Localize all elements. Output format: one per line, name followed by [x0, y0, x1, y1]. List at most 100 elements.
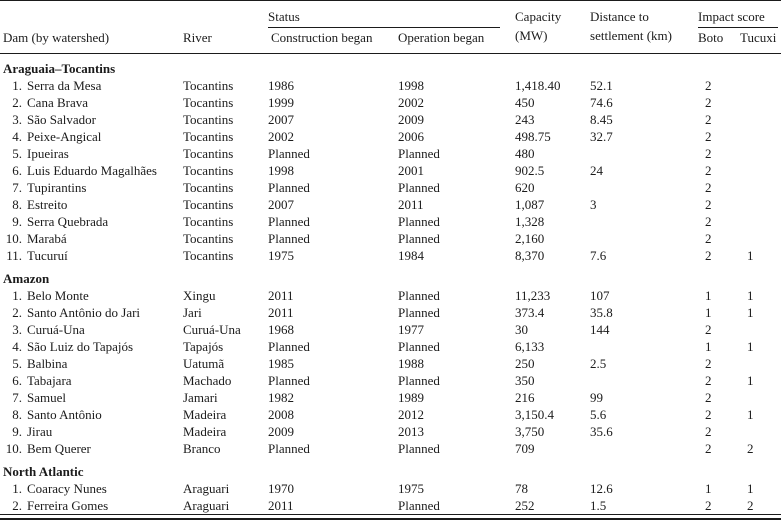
capacity-cell: 250	[515, 356, 535, 371]
tucuxi-score-cell: 1	[747, 373, 754, 388]
table-row: 9. Serra Quebrada Tocantins Planned Planned 1…	[0, 213, 781, 230]
river-cell: Tocantins	[183, 214, 234, 229]
operation-began-cell: 1984	[398, 248, 424, 263]
dam-cell: 2. Cana Brava	[0, 94, 183, 111]
row-number: 10.	[5, 231, 22, 246]
dam-name: Tupirantins	[27, 180, 87, 195]
dam-name: Jirau	[27, 424, 53, 439]
dam-cell: 2. Ferreira Gomes	[0, 497, 183, 514]
boto-score-cell: 2	[705, 163, 712, 178]
impact-score-group-label: Impact score	[698, 7, 779, 28]
river-cell: Madeira	[183, 407, 227, 422]
tucuxi-score-cell	[740, 179, 781, 196]
dam-name: Cana Brava	[27, 95, 89, 110]
distance-cell: 3	[590, 197, 597, 212]
capacity-cell: 8,370	[515, 248, 545, 263]
column-group-impact-score: Impact score	[698, 1, 781, 28]
dam-cell: 8. Santo Antônio	[0, 406, 183, 423]
tucuxi-score-cell	[740, 94, 781, 111]
table-row: 11. Tucuruí Tocantins 1975 1984 8,370 7.6 2 1	[0, 247, 781, 264]
river-cell: Xingu	[183, 288, 216, 303]
dam-name: Estreito	[27, 197, 68, 212]
table-row: 5. Balbina Uatumã 1985 1988 250 2.5 2	[0, 355, 781, 372]
capacity-cell: 3,150.4	[515, 407, 555, 422]
river-cell: Tocantins	[183, 78, 234, 93]
row-number: 2.	[12, 95, 22, 110]
dam-impact-table: Dam (by watershed) River Status Capacity…	[0, 0, 781, 515]
row-number: 8.	[12, 197, 22, 212]
row-number: 1.	[12, 288, 22, 303]
construction-began-cell: 2002	[268, 129, 294, 144]
tucuxi-score-cell: 2	[747, 441, 754, 456]
capacity-cell: 11,233	[515, 288, 551, 303]
capacity-cell: 450	[515, 95, 535, 110]
boto-score-cell: 2	[705, 180, 712, 195]
status-group-label: Status	[268, 7, 501, 28]
distance-cell: 5.6	[590, 407, 607, 422]
capacity-cell: 1,418.40	[515, 78, 561, 93]
tucuxi-score-cell: 1	[747, 407, 754, 422]
dam-name: Bem Querer	[27, 441, 91, 456]
river-cell: Curuá-Una	[183, 322, 241, 337]
distance-cell: 7.6	[590, 248, 607, 263]
capacity-cell: 6,133	[515, 339, 545, 354]
dam-cell: 2. Santo Antônio do Jari	[0, 304, 183, 321]
distance-cell: 99	[590, 390, 604, 405]
bottom-rule-thick	[0, 518, 781, 520]
dam-cell: 1. Coaracy Nunes	[0, 480, 183, 497]
table-row: 4. Peixe-Angical Tocantins 2002 2006 498.75 32…	[0, 128, 781, 145]
row-number: 4.	[12, 339, 22, 354]
dam-cell: 7. Samuel	[0, 389, 183, 406]
construction-began-cell: 2007	[268, 197, 294, 212]
construction-began-cell: Planned	[268, 214, 310, 229]
table-row: 6. Tabajara Machado Planned Planned 350 2 1	[0, 372, 781, 389]
capacity-label-line1: Capacity	[515, 9, 562, 24]
river-cell: Tocantins	[183, 163, 234, 178]
column-header-construction-began: Construction began	[268, 28, 398, 54]
distance-cell: 35.6	[590, 424, 613, 439]
table-row: 10. Marabá Tocantins Planned Planned 2,160 2	[0, 230, 781, 247]
watershed-section-title: Araguaia–Tocantins	[3, 61, 116, 76]
operation-began-cell: 2012	[398, 407, 424, 422]
tucuxi-score-cell: 1	[747, 248, 754, 263]
dam-cell: 5. Ipueiras	[0, 145, 183, 162]
tucuxi-score-cell	[740, 77, 781, 94]
river-cell: Araguari	[183, 481, 230, 496]
header-sub-row: Construction began Operation began Boto …	[0, 28, 781, 54]
table-row: 9. Jirau Madeira 2009 2013 3,750 35.6 2	[0, 423, 781, 440]
dam-cell: 7. Tupirantins	[0, 179, 183, 196]
column-header-boto: Boto	[698, 28, 741, 54]
river-cell: Jari	[183, 305, 202, 320]
construction-began-cell: Planned	[268, 231, 310, 246]
capacity-cell: 498.75	[515, 129, 551, 144]
row-number: 6.	[12, 373, 22, 388]
boto-score-cell: 1	[705, 288, 712, 303]
construction-began-cell: 1970	[268, 481, 294, 496]
operation-began-cell: 2001	[398, 163, 424, 178]
construction-began-cell: 2007	[268, 112, 294, 127]
table-body: Araguaia–Tocantins 1. Serra da Mesa Tocanti…	[0, 54, 781, 515]
dam-name: Luis Eduardo Magalhães	[27, 163, 157, 178]
operation-began-cell: 1977	[398, 322, 424, 337]
column-header-distance: Distance to settlement (km)	[590, 0, 699, 54]
river-cell: Araguari	[183, 498, 230, 513]
river-cell: Tapajós	[183, 339, 224, 354]
operation-began-cell: Planned	[398, 339, 440, 354]
dam-name: São Luiz do Tapajós	[27, 339, 134, 354]
river-cell: Tocantins	[183, 180, 234, 195]
dam-cell: 8. Estreito	[0, 196, 183, 213]
construction-began-cell: 1968	[268, 322, 294, 337]
dam-name: Tabajara	[27, 373, 72, 388]
boto-score-cell: 2	[705, 441, 712, 456]
river-cell: Tocantins	[183, 112, 234, 127]
dam-name: Curuá-Una	[27, 322, 85, 337]
watershed-section-row: Amazon	[0, 264, 781, 287]
table-row: 10. Bem Querer Branco Planned Planned 709 2 2	[0, 440, 781, 457]
dam-name: São Salvador	[27, 112, 96, 127]
distance-cell: 107	[590, 288, 610, 303]
row-number: 6.	[12, 163, 22, 178]
tucuxi-score-cell: 1	[747, 481, 754, 496]
table-row: 2. Cana Brava Tocantins 1999 2002 450 74.6 2	[0, 94, 781, 111]
row-number: 10.	[5, 441, 22, 456]
